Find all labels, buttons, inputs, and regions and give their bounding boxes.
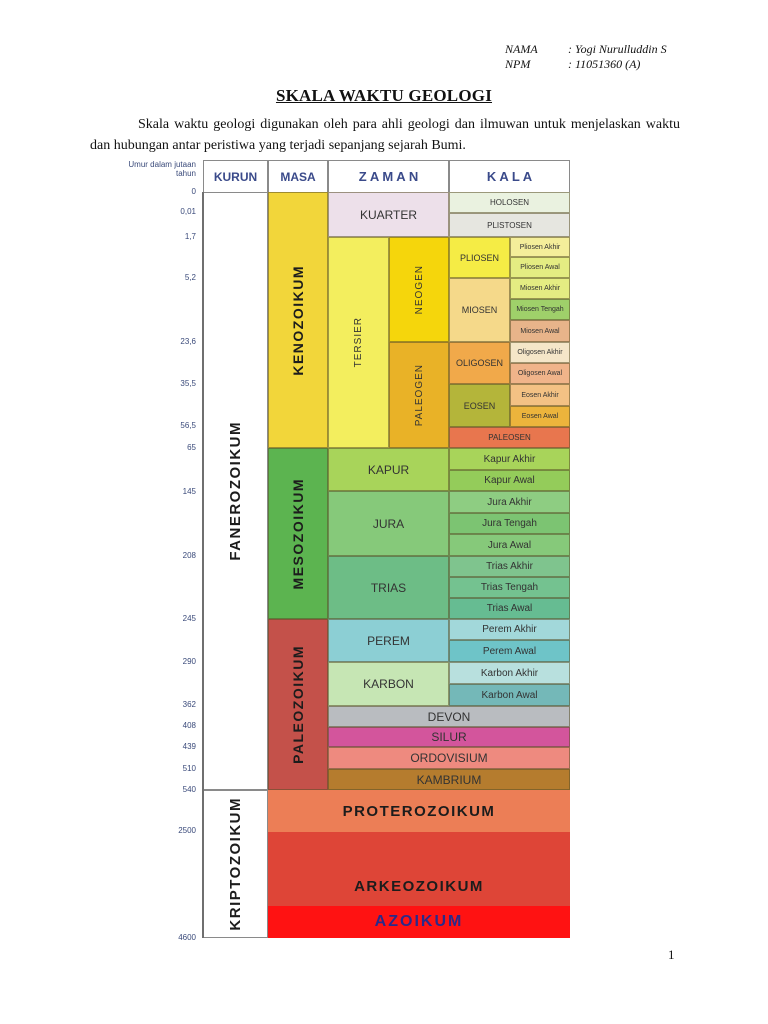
kala-miosen-akhir: Miosen Akhir xyxy=(510,278,570,299)
kala-oligosen: OLIGOSEN xyxy=(449,342,510,384)
kala-jura-tengah: Jura Tengah xyxy=(449,513,570,534)
masa-mesozoikum-label: MESOZOIKUM xyxy=(290,477,306,590)
kala-pliosen-awal: Pliosen Awal xyxy=(510,257,570,278)
zaman-kuarter: KUARTER xyxy=(328,192,449,237)
masa-paleozoikum-label: PALEOZOIKUM xyxy=(290,645,306,764)
page-number: 1 xyxy=(668,947,675,962)
zaman-kambrium: KAMBRIUM xyxy=(328,769,570,790)
zaman-neogen: NEOGEN xyxy=(389,237,449,342)
age-tick: 5,2 xyxy=(184,273,196,282)
kurun-kriptozoikum-label: KRIPTOZOIKUM xyxy=(227,797,244,931)
kala-miosen: MIOSEN xyxy=(449,278,510,342)
axis-label: Umur dalam jutaan tahun xyxy=(128,160,196,178)
age-tick: 245 xyxy=(182,614,196,623)
age-tick: 0,01 xyxy=(180,207,196,216)
age-tick: 0 xyxy=(191,187,196,196)
kala-pliosen-akhir: Pliosen Akhir xyxy=(510,237,570,257)
kala-jura-awal: Jura Awal xyxy=(449,534,570,556)
kala-oligosen-awal: Oligosen Awal xyxy=(510,363,570,384)
age-tick: 2500 xyxy=(178,826,196,835)
kala-karbon-akhir: Karbon Akhir xyxy=(449,662,570,684)
header-kurun: KURUN xyxy=(203,160,268,193)
masa-kenozoikum: KENOZOIKUM xyxy=(268,192,328,448)
kurun-fanerozoikum: FANEROZOIKUM xyxy=(203,192,268,790)
kala-holosen: HOLOSEN xyxy=(449,192,570,213)
masa-kenozoikum-label: KENOZOIKUM xyxy=(290,264,306,376)
zaman-neogen-label: NEOGEN xyxy=(413,264,425,315)
masa-paleozoikum: PALEOZOIKUM xyxy=(268,619,328,790)
kala-kapur-awal: Kapur Awal xyxy=(449,470,570,491)
kala-jura-akhir: Jura Akhir xyxy=(449,491,570,513)
nama-label: NAMA xyxy=(505,42,538,56)
kala-perem-awal: Perem Awal xyxy=(449,640,570,662)
kala-trias-awal: Trias Awal xyxy=(449,598,570,619)
kala-plistosen: PLISTOSEN xyxy=(449,213,570,237)
masa-arkeozoikum: ARKEOZOIKUM xyxy=(268,832,570,906)
age-tick: 290 xyxy=(182,657,196,666)
kala-trias-akhir: Trias Akhir xyxy=(449,556,570,577)
nama-value: : Yogi Nurulluddin S xyxy=(568,42,667,56)
age-tick: 1,7 xyxy=(184,232,196,241)
zaman-tersier-label: TERSIER xyxy=(353,317,364,368)
zaman-tersier: TERSIER xyxy=(328,237,389,448)
npm-value: : 11051360 (A) xyxy=(568,57,641,71)
zaman-karbon: KARBON xyxy=(328,662,449,706)
kala-oligosen-akhir: Oligosen Akhir xyxy=(510,342,570,363)
zaman-jura: JURA xyxy=(328,491,449,556)
zaman-paleogen-label: PALEOGEN xyxy=(413,363,425,427)
header-zaman: Z A M A N xyxy=(328,160,449,193)
kala-karbon-awal: Karbon Awal xyxy=(449,684,570,706)
kala-miosen-awal: Miosen Awal xyxy=(510,320,570,342)
age-tick: 510 xyxy=(182,764,196,773)
masa-mesozoikum: MESOZOIKUM xyxy=(268,448,328,619)
kala-miosen-tengah: Miosen Tengah xyxy=(510,299,570,320)
zaman-ordovisium: ORDOVISIUM xyxy=(328,747,570,769)
age-tick: 56,5 xyxy=(180,421,196,430)
age-tick: 4600 xyxy=(178,933,196,942)
zaman-trias: TRIAS xyxy=(328,556,449,619)
kala-trias-tengah: Trias Tengah xyxy=(449,577,570,598)
page-title: SKALA WAKTU GEOLOGI xyxy=(275,86,493,105)
kala-eosen: EOSEN xyxy=(449,384,510,427)
zaman-paleogen: PALEOGEN xyxy=(389,342,449,448)
zaman-silur: SILUR xyxy=(328,727,570,747)
age-tick: 208 xyxy=(182,551,196,560)
masa-proterozoikum: PROTEROZOIKUM xyxy=(268,790,570,832)
header-kala: K A L A xyxy=(449,160,570,193)
intro-paragraph: Skala waktu geologi digunakan oleh para … xyxy=(90,114,680,156)
header-masa: MASA xyxy=(268,160,328,193)
zaman-perem: PEREM xyxy=(328,619,449,662)
kala-paleosen: PALEOSEN xyxy=(449,427,570,448)
intro-text: Skala waktu geologi digunakan oleh para … xyxy=(90,117,680,153)
age-tick: 540 xyxy=(182,785,196,794)
masa-azoikum: AZOIKUM xyxy=(268,906,570,938)
age-tick: 439 xyxy=(182,742,196,751)
age-tick: 362 xyxy=(182,700,196,709)
kala-kapur-akhir: Kapur Akhir xyxy=(449,448,570,470)
kala-eosen-awal: Eosen Awal xyxy=(510,406,570,427)
axis-line xyxy=(202,192,204,938)
kala-perem-akhir: Perem Akhir xyxy=(449,619,570,640)
npm-label: NPM xyxy=(505,57,531,71)
kala-eosen-akhir: Eosen Akhir xyxy=(510,384,570,406)
kala-pliosen: PLIOSEN xyxy=(449,237,510,278)
zaman-kapur: KAPUR xyxy=(328,448,449,491)
age-tick: 23,6 xyxy=(180,337,196,346)
age-tick: 408 xyxy=(182,721,196,730)
age-tick: 145 xyxy=(182,487,196,496)
kurun-kriptozoikum: KRIPTOZOIKUM xyxy=(203,790,268,938)
kurun-fanerozoikum-label: FANEROZOIKUM xyxy=(227,421,244,561)
zaman-devon: DEVON xyxy=(328,706,570,727)
age-tick: 65 xyxy=(187,443,196,452)
age-tick: 35,5 xyxy=(180,379,196,388)
